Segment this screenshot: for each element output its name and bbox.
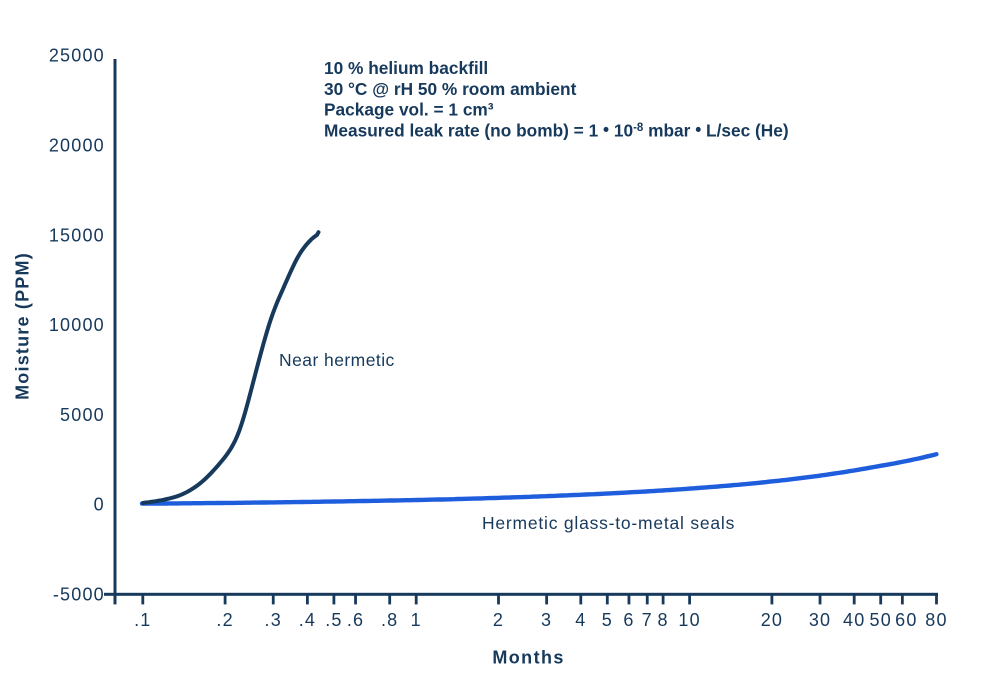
svg-text:.4: .4 — [299, 610, 316, 630]
svg-text:15000: 15000 — [49, 225, 105, 245]
svg-text:.1: .1 — [134, 610, 151, 630]
svg-text:-5000: -5000 — [53, 585, 105, 605]
svg-text:10: 10 — [678, 610, 700, 630]
svg-text:60: 60 — [895, 610, 917, 630]
svg-text:30 °C @ rH 50 % room ambient: 30 °C @ rH 50 % room ambient — [324, 79, 577, 99]
svg-text:.5: .5 — [325, 610, 342, 630]
svg-text:1: 1 — [411, 610, 422, 630]
svg-text:.2: .2 — [216, 610, 233, 630]
svg-text:3: 3 — [541, 610, 552, 630]
svg-text:50: 50 — [869, 610, 891, 630]
svg-text:4: 4 — [575, 610, 586, 630]
svg-text:30: 30 — [809, 610, 831, 630]
svg-text:7: 7 — [642, 610, 653, 630]
svg-text:.8: .8 — [381, 610, 398, 630]
svg-text:40: 40 — [843, 610, 865, 630]
svg-text:Package vol. = 1 cm³: Package vol. = 1 cm³ — [324, 100, 494, 120]
svg-text:.3: .3 — [265, 610, 282, 630]
svg-text:.6: .6 — [347, 610, 364, 630]
svg-text:Measured leak rate (no bomb) =: Measured leak rate (no bomb) = 1 • 10-8 … — [324, 119, 789, 140]
svg-text:20: 20 — [761, 610, 783, 630]
svg-text:8: 8 — [657, 610, 668, 630]
svg-text:20000: 20000 — [49, 136, 105, 156]
svg-text:Hermetic glass-to-metal seals: Hermetic glass-to-metal seals — [482, 513, 735, 533]
svg-text:2: 2 — [493, 610, 504, 630]
svg-text:80: 80 — [925, 610, 947, 630]
svg-text:5000: 5000 — [60, 405, 105, 425]
svg-text:Moisture (PPM): Moisture (PPM) — [13, 252, 33, 400]
svg-text:0: 0 — [94, 495, 105, 515]
svg-text:Months: Months — [492, 647, 564, 667]
svg-text:5: 5 — [602, 610, 613, 630]
svg-text:6: 6 — [623, 610, 634, 630]
svg-text:10 % helium backfill: 10 % helium backfill — [324, 58, 488, 78]
svg-text:Near hermetic: Near hermetic — [279, 350, 395, 370]
svg-text:10000: 10000 — [49, 315, 105, 335]
svg-text:25000: 25000 — [49, 46, 105, 66]
